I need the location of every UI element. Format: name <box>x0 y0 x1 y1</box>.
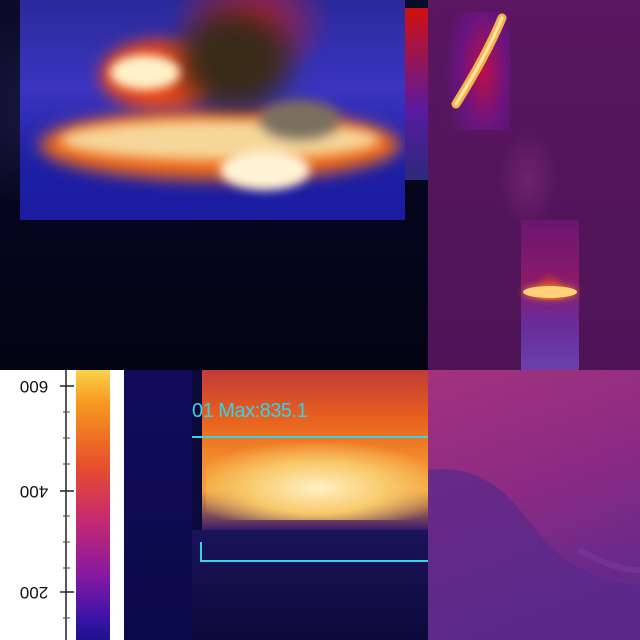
scale-tick-label: 600 <box>19 377 49 396</box>
crucible-thermal-panel <box>428 0 640 370</box>
scale-tick-label: 200 <box>19 583 49 602</box>
dark-scene-strip <box>124 370 192 640</box>
roi-top-line <box>192 436 428 438</box>
crucible-inset <box>521 220 579 370</box>
smoke-plume <box>498 130 558 230</box>
roi-left-edge <box>200 542 202 562</box>
roi-bottom-line <box>200 560 428 562</box>
temperature-scale-panel: 600 400 200 <box>0 370 192 640</box>
scale-tick-label: 400 <box>19 482 49 501</box>
surface-contour <box>428 469 640 640</box>
pour-stream-inset <box>444 12 510 130</box>
thermal-fire-line-panel <box>0 0 428 370</box>
scale-divider <box>110 370 124 640</box>
molten-stream-shape <box>451 13 507 109</box>
warm-surface-panel <box>428 370 640 640</box>
inset-thermal-strip <box>405 8 428 180</box>
molten-surface <box>523 286 577 298</box>
thermal-overlay <box>20 0 405 220</box>
ground-area <box>192 530 428 640</box>
max-temperature-readout: 01 Max:835.1 <box>192 400 308 422</box>
flame-core <box>206 440 428 520</box>
scale-axis <box>60 370 74 640</box>
color-scale-bar <box>76 370 110 640</box>
fire-readout-panel: 01 Max:835.1 <box>192 370 428 640</box>
